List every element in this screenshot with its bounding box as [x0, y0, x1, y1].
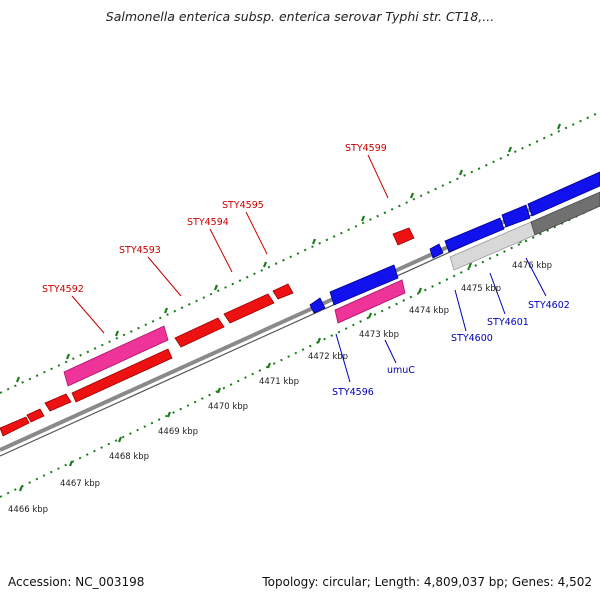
gene-reverse-grey-2[interactable]: [530, 191, 600, 236]
gene-label-umuC[interactable]: umuC: [387, 365, 415, 376]
tick-label-4473: 4473 kbp: [359, 330, 399, 340]
gene-forward-STY4594[interactable]: [223, 293, 275, 324]
gene-forward-STY4595[interactable]: [272, 283, 294, 300]
tick-labels: 4466 kbp 4467 kbp 4468 kbp 4469 kbp 4470…: [8, 261, 552, 515]
reverse-gene-labels: STY4596 umuC STY4600 STY4601 STY4602: [332, 300, 570, 398]
tick-label-4469: 4469 kbp: [158, 427, 198, 437]
gene-forward-2[interactable]: [26, 408, 45, 423]
gene-reverse-umuC[interactable]: [329, 264, 399, 306]
gene-label-STY4602[interactable]: STY4602: [528, 300, 570, 311]
gene-reverse-STY4602[interactable]: [527, 171, 600, 217]
tick-label-4474: 4474 kbp: [409, 306, 449, 316]
gene-label-STY4599[interactable]: STY4599: [345, 143, 387, 154]
gene-forward-3[interactable]: [44, 393, 72, 412]
gene-reverse-STY4600-small[interactable]: [429, 243, 444, 259]
gene-reverse-STY4596[interactable]: [309, 297, 326, 314]
genome-summary-text: Topology: circular; Length: 4,809,037 bp…: [262, 575, 592, 589]
forward-gene-labels: STY4592 STY4593 STY4594 STY4595 STY4599: [42, 143, 387, 295]
tick-label-4468: 4468 kbp: [109, 452, 149, 462]
gene-label-STY4596[interactable]: STY4596: [332, 387, 374, 398]
gene-forward-4[interactable]: [71, 348, 173, 403]
tick-label-4466: 4466 kbp: [8, 505, 48, 515]
forward-label-leaders: [71, 154, 389, 334]
reverse-ruler-dots: [0, 204, 600, 498]
reverse-label-leaders: [335, 257, 547, 383]
reverse-genes: [309, 171, 600, 324]
gene-reverse-umuC-rna[interactable]: [334, 279, 406, 324]
forward-ruler-dots: [0, 111, 600, 394]
gene-label-STY4594[interactable]: STY4594: [187, 217, 229, 228]
forward-ruler-ticks: [15, 123, 562, 383]
gene-reverse-STY4600[interactable]: [444, 217, 505, 253]
tick-label-4476: 4476 kbp: [512, 261, 552, 271]
gene-forward-STY4599[interactable]: [392, 227, 415, 246]
gene-forward-1[interactable]: [0, 416, 30, 437]
gene-forward-STY4592-rna[interactable]: [63, 325, 169, 387]
gene-label-STY4600[interactable]: STY4600: [451, 333, 493, 344]
tick-label-4471: 4471 kbp: [259, 377, 299, 387]
gene-label-STY4601[interactable]: STY4601: [487, 317, 529, 328]
gene-forward-STY4593[interactable]: [174, 317, 225, 348]
tick-label-4475: 4475 kbp: [461, 284, 501, 294]
gene-label-STY4592[interactable]: STY4592: [42, 284, 84, 295]
gene-reverse-STY4601[interactable]: [501, 204, 531, 228]
gene-label-STY4595[interactable]: STY4595: [222, 200, 264, 211]
forward-genes: [0, 227, 415, 437]
genome-title: Salmonella enterica subsp. enterica sero…: [105, 9, 495, 24]
gene-label-STY4593[interactable]: STY4593: [119, 245, 161, 256]
tick-label-4467: 4467 kbp: [60, 479, 100, 489]
tick-label-4470: 4470 kbp: [208, 402, 248, 412]
accession-text: Accession: NC_003198: [8, 575, 145, 589]
tick-label-4472: 4472 kbp: [308, 352, 348, 362]
